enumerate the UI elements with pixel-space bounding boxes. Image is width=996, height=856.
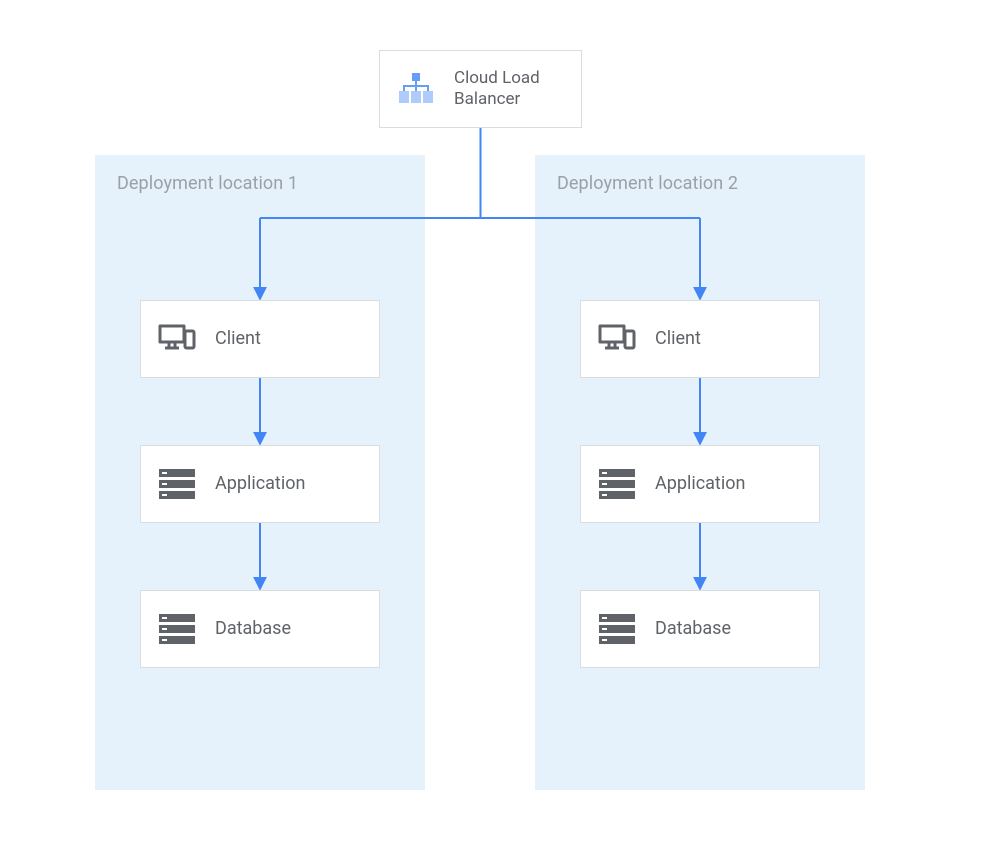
- node-label: Database: [215, 618, 291, 641]
- node-client-1: Client: [140, 300, 380, 378]
- region-title: Deployment location 1: [117, 173, 403, 194]
- node-label: Database: [655, 618, 731, 641]
- server-icon: [157, 464, 197, 504]
- node-label: Client: [655, 328, 701, 351]
- node-client-2: Client: [580, 300, 820, 378]
- node-label: Application: [655, 473, 745, 496]
- node-database-1: Database: [140, 590, 380, 668]
- node-application-1: Application: [140, 445, 380, 523]
- client-icon: [157, 319, 197, 359]
- client-icon: [597, 319, 637, 359]
- diagram-stage: Deployment location 1 Deployment locatio…: [0, 0, 996, 856]
- node-label: Application: [215, 473, 305, 496]
- server-icon: [597, 609, 637, 649]
- load-balancer-icon: [396, 69, 436, 109]
- node-database-2: Database: [580, 590, 820, 668]
- server-icon: [597, 464, 637, 504]
- server-icon: [157, 609, 197, 649]
- node-load-balancer: Cloud LoadBalancer: [379, 50, 582, 128]
- node-application-2: Application: [580, 445, 820, 523]
- region-title: Deployment location 2: [557, 173, 843, 194]
- node-label: Cloud LoadBalancer: [454, 68, 540, 111]
- node-label: Client: [215, 328, 261, 351]
